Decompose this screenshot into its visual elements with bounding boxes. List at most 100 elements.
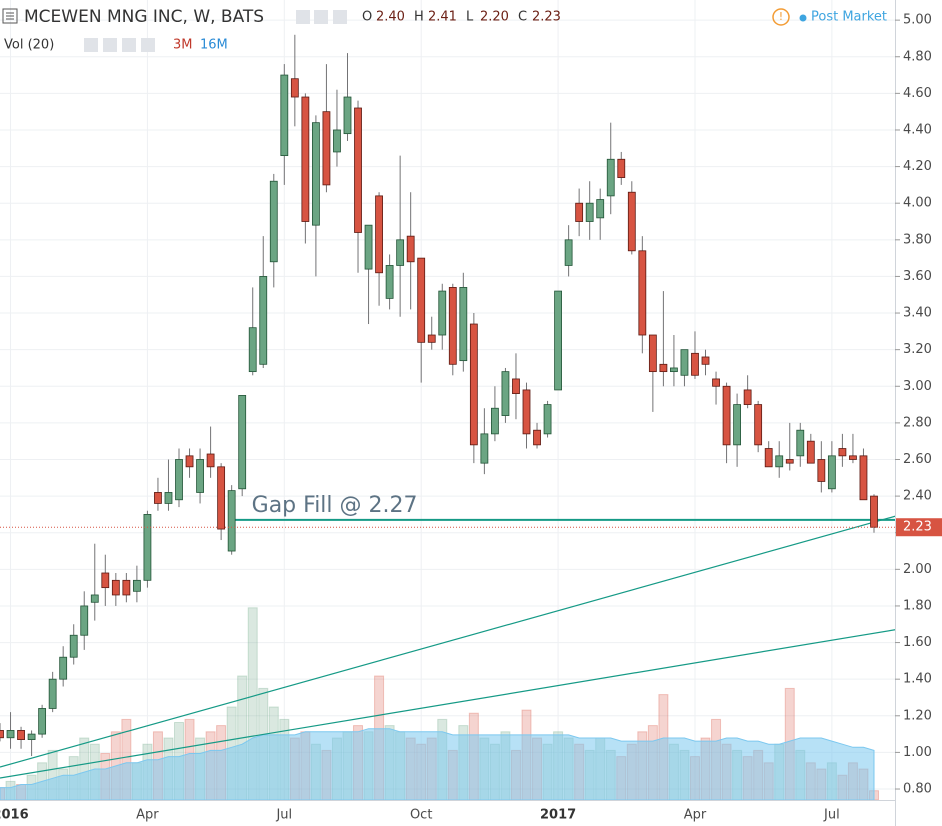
y-tick-label: 3.80 [903,232,932,247]
candle-body [733,404,741,446]
candle-body [0,730,4,739]
x-tick-label: Oct [410,808,432,823]
candle-body [354,107,362,233]
settings-icon[interactable] [103,38,117,52]
settings-icon[interactable] [333,10,347,24]
candle-body [543,404,552,435]
candle-body [469,323,478,446]
candle-body [17,730,25,740]
volume-value: 3M [173,38,193,53]
plot-area: Gap Fill @ 2.27 [0,0,896,801]
x-tick-label: Apr [684,808,707,823]
candle-body [533,429,541,446]
ohlc-key: L [466,10,474,25]
ohlc-value: 2.41 [428,10,457,25]
y-tick-label: 3.40 [903,306,932,321]
alert-icon[interactable] [772,8,790,26]
candle-body [638,250,647,336]
candle-body [385,265,394,299]
candle-body [290,78,299,98]
candle-body [670,367,678,373]
candle-body [206,453,215,468]
candle-body [606,158,615,197]
trendline [0,629,896,779]
candle-body [343,96,352,135]
candle-body [132,579,141,592]
settings-icon[interactable] [296,10,310,24]
candle-body [396,239,405,266]
candle-body [491,407,499,435]
volume-label: Vol (20) [4,38,54,53]
last-price-box [896,518,942,537]
candle-body [754,404,763,446]
x-tick-label: Apr [136,808,159,823]
y-tick-label: 1.20 [903,708,932,723]
y-tick-label: 2.00 [903,562,932,577]
y-tick-label: 3.00 [903,379,932,394]
candle-body [38,708,47,735]
candle-body [90,594,99,603]
y-tick-label: 2.60 [903,452,932,467]
candle-body [122,579,131,596]
candle-body [227,490,236,552]
candle-body [659,363,668,373]
candle-body [301,96,310,222]
candle-body [585,202,594,222]
candle-body [554,290,562,391]
ohlc-legend: O 2.40 H 2.41 L 2.20 C 2.23 [362,10,561,25]
y-tick-label: 0.80 [903,782,932,797]
ohlc-key: O [362,10,372,25]
candle-body [775,455,784,468]
y-tick-label: 4.00 [903,196,932,211]
candle-body [564,239,573,266]
x-tick-label: 2016 [0,808,29,823]
y-tick-label: 4.80 [903,49,932,64]
candle-body [259,276,268,365]
candle-body [311,122,320,226]
eye-icon[interactable] [84,38,98,52]
candle-body [722,385,731,446]
candle-body [248,327,257,373]
candle-body [6,730,15,739]
add-icon[interactable] [122,38,136,52]
annotation: Gap Fill @ 2.27 [252,493,418,518]
candle-body [691,352,699,376]
y-tick-label: 3.60 [903,269,932,284]
candle-body [870,495,878,528]
candle-body [101,572,110,589]
candle-body [322,111,331,186]
candle-body [333,129,341,153]
candle-body [648,334,657,373]
candle-body [27,733,36,740]
candle-body [364,224,373,270]
candle-body [849,455,857,460]
menu-icon[interactable] [2,8,18,24]
candle-body [164,492,173,504]
candle-body [596,199,605,219]
volume-ma-area [0,728,875,801]
candle-body [701,356,710,365]
trendline [0,515,896,768]
candle-body [280,74,289,157]
candle-body [480,433,489,464]
x-tick-label: Jul [275,808,292,823]
eye-icon[interactable] [314,10,328,24]
candle-body [806,440,815,464]
header: MCEWEN MNG INC, W, BATS O 2.40 H 2.41 L 2.20 C… [2,7,887,53]
x-tick-label: Jul [823,808,840,823]
candle-body [417,257,426,343]
candle-body [838,448,847,457]
candle-body [375,195,383,274]
close-icon[interactable] [141,38,155,52]
candle-body [48,678,57,709]
status-label[interactable]: Post Market [811,10,887,25]
candle-body [196,459,204,493]
y-tick-label: 4.20 [903,159,932,174]
candle-body [501,371,510,416]
candle-body [111,579,120,596]
candle-body [712,378,720,387]
candle-body [796,429,805,457]
candle-body [817,459,826,482]
status-dot [799,14,807,22]
